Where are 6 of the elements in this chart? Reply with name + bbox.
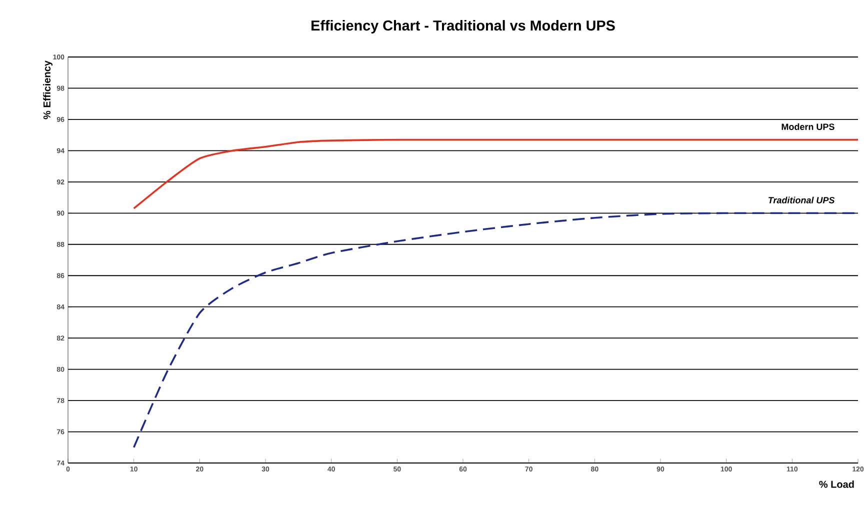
- line-series: [132, 138, 858, 210]
- x-axis-title: % Load: [819, 480, 854, 488]
- series-label: Traditional UPS: [768, 196, 835, 204]
- series-label: Modern UPS: [782, 123, 834, 130]
- chart-title: Efficiency Chart - Traditional vs Modern UPS: [312, 20, 615, 34]
- y-axis-title: % Efficiency: [43, 60, 52, 120]
